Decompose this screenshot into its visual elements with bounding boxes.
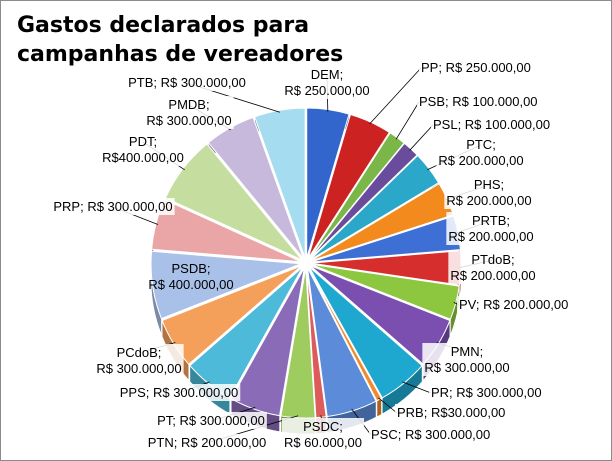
slice-label-box-ptn <box>145 434 269 451</box>
pie-slices <box>150 107 462 435</box>
slice-label-box-psb <box>417 93 540 110</box>
slice-label-pmn: PMN; R$ 300.000,00 <box>424 344 509 375</box>
chart-title: Gastos declarados para campanhas de vere… <box>17 13 344 67</box>
slice-label-box-ptc <box>436 136 526 169</box>
slice-label-pmdb: PMDB; R$ 300.000,00 <box>146 97 231 128</box>
slice-label-box-prtb <box>446 212 536 245</box>
slice-psc <box>306 267 377 418</box>
slice-label-box-pr <box>429 384 544 401</box>
slice-label-box-pcdob <box>94 344 184 377</box>
slice-label-box-pps <box>117 384 241 401</box>
slice-label-box-pmdb <box>144 96 234 129</box>
slice-label-box-psc <box>369 426 493 443</box>
slice-label-psl: PSL; R$ 100.000,00 <box>433 117 550 132</box>
slice-label-prp: PRP; R$ 300.000,00 <box>53 199 172 214</box>
slice-ptb <box>254 107 306 259</box>
slice-label-ptdob: PTdoB; R$ 200.000,00 <box>450 252 535 283</box>
slice-label-psdb: PSDB; R$ 400.000,00 <box>148 261 233 292</box>
slice-label-box-phs <box>444 176 534 209</box>
slice-label-psdc: PSDC; R$ 60.000,00 <box>284 419 362 450</box>
slice-label-box-prb <box>395 404 508 421</box>
slice-label-box-dem <box>282 66 372 99</box>
leader-line-psl <box>409 124 434 151</box>
slice-label-pt: PT; R$ 300.000,00 <box>157 413 265 428</box>
slice-label-box-ptb <box>126 74 248 91</box>
slice-pcdob <box>161 265 303 366</box>
slice-label-box-pt <box>155 412 267 429</box>
slice-label-psc: PSC; R$ 300.000,00 <box>371 427 490 442</box>
slice-label-box-psdc <box>281 418 365 451</box>
slice-label-prtb: PRTB; R$ 200.000,00 <box>448 213 533 244</box>
slice-side-prb <box>376 397 382 418</box>
slice-label-box-pp <box>419 59 533 76</box>
slice-label-pcdob: PCdoB; R$ 300.000,00 <box>96 345 181 376</box>
slice-label-prb: PRB; R$30.000,00 <box>397 405 505 420</box>
slice-label-pps: PPS; R$ 300.000,00 <box>120 385 239 400</box>
slice-label-box-pmn <box>422 343 512 376</box>
leader-line-prb <box>378 397 398 414</box>
slice-label-ptc: PTC; R$ 200.000,00 <box>438 137 523 168</box>
slice-label-box-prp <box>51 198 175 215</box>
slice-label-ptn: PTN; R$ 200.000,00 <box>148 435 267 450</box>
leader-line-pr <box>402 381 432 394</box>
slice-label-box-psl <box>431 116 553 133</box>
slice-pp <box>307 113 390 259</box>
leader-line-psb <box>395 101 420 140</box>
slice-label-ptb: PTB; R$ 300.000,00 <box>128 75 246 90</box>
slice-label-dem: DEM; R$ 250.000,00 <box>284 67 369 98</box>
slice-prb <box>307 267 383 402</box>
leader-line-pp <box>369 67 422 125</box>
slice-ptc <box>309 154 440 261</box>
slice-label-phs: PHS; R$ 200.000,00 <box>446 177 531 208</box>
slice-label-pv: PV; R$ 200.000,00 <box>459 297 568 312</box>
slice-pv <box>310 263 460 320</box>
slice-labels: DEM; R$ 250.000,00 PP; R$ 250.000,00 PSB; R… <box>51 59 571 451</box>
slice-pr <box>308 266 423 399</box>
slice-label-box-pdt <box>100 133 186 166</box>
slice-label-pr: PR; R$ 300.000,00 <box>431 385 542 400</box>
slice-label-pdt: PDT; R$400.000,00 <box>102 134 184 165</box>
slice-psdb <box>150 250 302 320</box>
slice-label-box-ptdob <box>448 251 538 284</box>
slice-label-psb: PSB; R$ 100.000,00 <box>419 94 538 109</box>
slice-ptn <box>280 267 316 419</box>
slice-label-pp: PP; R$ 250.000,00 <box>421 60 531 75</box>
slice-label-box-pv <box>457 296 571 313</box>
